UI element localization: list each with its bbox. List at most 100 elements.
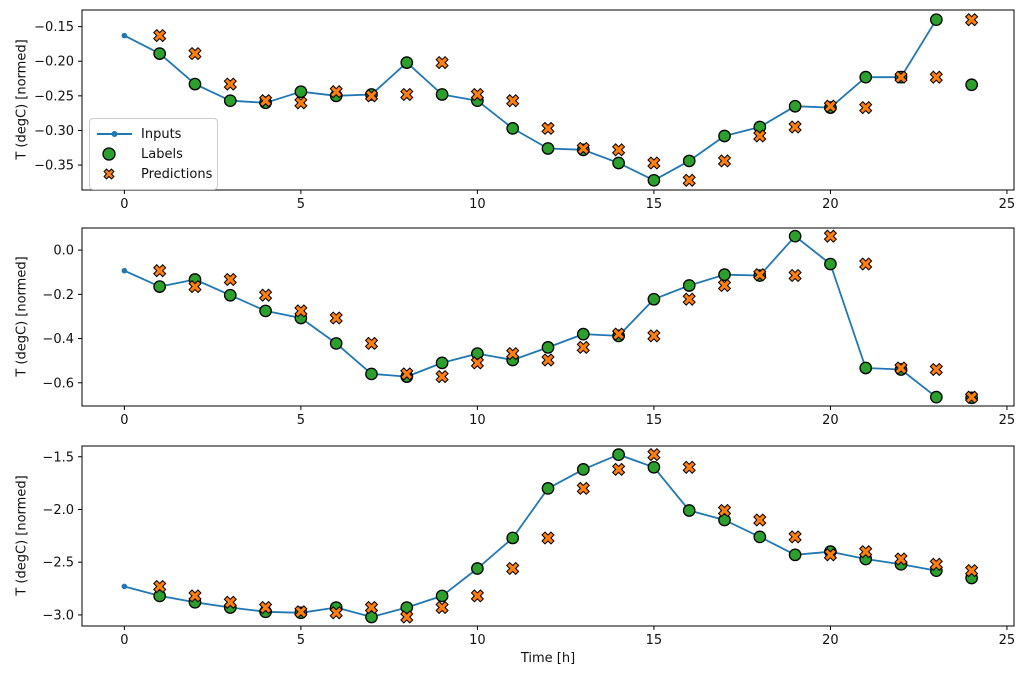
labels-marker — [788, 99, 802, 113]
predictions-marker — [788, 268, 802, 283]
legend-item-inputs: Inputs — [96, 124, 213, 144]
labels-marker — [612, 156, 625, 170]
predictions-marker — [682, 292, 696, 306]
labels-marker — [223, 288, 237, 302]
predictions-marker — [400, 87, 414, 102]
predictions-marker — [717, 278, 732, 293]
labels-marker — [153, 280, 167, 293]
y-tick-label: 0.0 — [53, 244, 74, 259]
labels-marker — [788, 548, 802, 562]
predictions-marker — [753, 513, 767, 527]
labels-marker — [718, 129, 731, 143]
predictions-marker — [364, 336, 379, 351]
predictions-marker — [823, 548, 838, 562]
predictions-marker — [611, 327, 626, 341]
predictions-marker — [435, 55, 449, 70]
labels-marker — [365, 610, 378, 624]
x-tick-label: 10 — [469, 413, 486, 428]
subplot-3: 0 5 10 15 20 25 −1.5 −2.0 −2.5 −3.0 — [42, 445, 1015, 648]
predictions-marker — [506, 561, 520, 576]
labels-marker — [153, 589, 167, 603]
labels-marker — [506, 531, 520, 545]
labels-marker — [435, 589, 449, 603]
plot-frame — [81, 445, 1015, 627]
labels-marker — [506, 122, 520, 135]
legend-label-predictions: Predictions — [141, 166, 213, 182]
predictions-marker — [188, 46, 202, 61]
predictions-marker — [576, 481, 590, 496]
x-tick-label: 15 — [646, 413, 663, 428]
inputs-marker — [121, 32, 128, 39]
predictions-marker — [788, 120, 802, 134]
predictions-marker — [929, 70, 943, 84]
predictions-marker — [329, 606, 343, 620]
predictions-marker — [294, 304, 308, 318]
predictions-marker — [717, 503, 732, 518]
predictions-marker — [506, 94, 520, 108]
inputs-line-icon — [96, 128, 133, 140]
labels-marker — [682, 504, 696, 517]
labels-marker — [753, 530, 767, 544]
predictions-marker — [823, 99, 838, 113]
y-tick-label: −0.2 — [42, 288, 74, 303]
labels-marker — [400, 56, 414, 69]
labels-marker — [435, 88, 449, 101]
predictions-marker — [153, 264, 167, 278]
labels-marker — [541, 142, 555, 155]
x-tick-label: 20 — [822, 633, 839, 648]
labels-marker — [365, 367, 378, 381]
predictions-marker — [682, 173, 696, 187]
labels-marker — [576, 327, 590, 341]
predictions-marker — [470, 589, 485, 603]
predictions-marker — [153, 28, 167, 43]
predictions-marker — [541, 121, 555, 136]
labels-marker — [718, 513, 731, 527]
predictions-marker — [576, 340, 590, 355]
predictions-marker — [329, 311, 343, 325]
predictions-marker — [964, 13, 979, 27]
plot-frame — [81, 9, 1015, 191]
x-tick-label: 25 — [999, 413, 1016, 428]
predictions-marker — [647, 329, 661, 343]
y-tick-label: −2.0 — [42, 503, 74, 518]
predictions-marker — [294, 96, 308, 110]
y-tick-label: −3.0 — [42, 608, 74, 623]
labels-marker — [929, 13, 943, 27]
predictions-marker — [823, 229, 838, 243]
predictions-marker — [859, 257, 873, 271]
predictions-marker — [188, 279, 202, 294]
predictions-marker — [929, 557, 943, 571]
labels-marker — [612, 448, 625, 461]
predictions-marker — [859, 545, 873, 559]
y-tick-label: −0.4 — [42, 332, 74, 347]
legend-item-predictions: Predictions — [96, 164, 213, 184]
predictions-marker — [258, 94, 273, 108]
predictions-marker — [294, 605, 308, 619]
labels-marker — [576, 463, 590, 476]
labels-marker — [682, 279, 696, 292]
y-axis-label-subplot-2: T (degC) [normed] — [14, 256, 30, 377]
labels-marker — [965, 78, 978, 92]
labels-circle-icon — [96, 146, 133, 162]
predictions-marker — [435, 600, 449, 615]
predictions-marker — [541, 353, 555, 367]
predictions-marker — [611, 143, 626, 157]
labels-marker — [223, 94, 237, 108]
legend: Inputs Labels Predictions — [89, 118, 218, 190]
inputs-line — [124, 235, 937, 398]
labels-marker — [329, 337, 343, 350]
y-tick-label: −0.20 — [34, 55, 74, 70]
predictions-marker — [647, 156, 661, 170]
x-tick-label: 0 — [120, 413, 128, 428]
predictions-marker — [788, 530, 802, 544]
x-tick-label: 25 — [999, 197, 1016, 212]
predictions-x-icon — [96, 166, 133, 182]
inputs-line — [123, 19, 938, 182]
predictions-marker — [964, 563, 979, 578]
x-axis-label: Time [h] — [520, 651, 576, 666]
labels-marker — [188, 77, 202, 91]
labels-marker — [718, 268, 731, 282]
predictions-marker — [576, 141, 590, 156]
y-tick-label: −0.35 — [34, 159, 74, 174]
x-tick-label: 0 — [120, 633, 128, 648]
